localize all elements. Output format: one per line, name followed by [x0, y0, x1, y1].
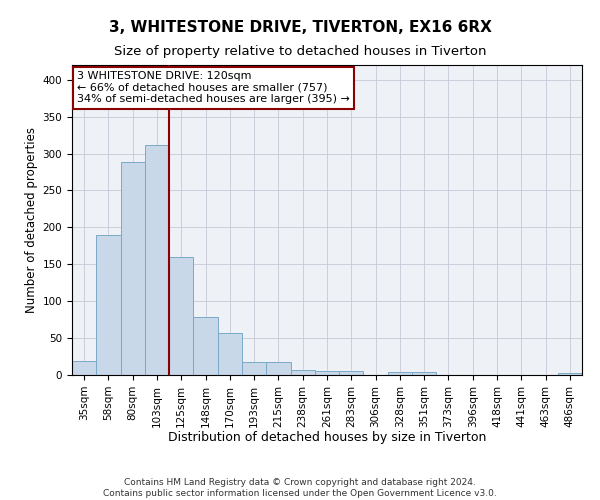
Bar	[558, 373, 582, 375]
Bar	[169, 257, 193, 375]
X-axis label: Distribution of detached houses by size in Tiverton: Distribution of detached houses by size …	[168, 431, 486, 444]
Text: 3 WHITESTONE DRIVE: 120sqm
← 66% of detached houses are smaller (757)
34% of sem: 3 WHITESTONE DRIVE: 120sqm ← 66% of deta…	[77, 71, 350, 104]
Bar	[72, 361, 96, 375]
Text: Contains HM Land Registry data © Crown copyright and database right 2024.
Contai: Contains HM Land Registry data © Crown c…	[103, 478, 497, 498]
Bar	[412, 372, 436, 375]
Bar	[290, 370, 315, 375]
Text: 3, WHITESTONE DRIVE, TIVERTON, EX16 6RX: 3, WHITESTONE DRIVE, TIVERTON, EX16 6RX	[109, 20, 491, 35]
Bar	[315, 372, 339, 375]
Y-axis label: Number of detached properties: Number of detached properties	[25, 127, 38, 313]
Bar	[96, 235, 121, 375]
Bar	[266, 362, 290, 375]
Text: Size of property relative to detached houses in Tiverton: Size of property relative to detached ho…	[114, 45, 486, 58]
Bar	[339, 372, 364, 375]
Bar	[388, 372, 412, 375]
Bar	[145, 146, 169, 375]
Bar	[242, 362, 266, 375]
Bar	[193, 318, 218, 375]
Bar	[121, 162, 145, 375]
Bar	[218, 333, 242, 375]
